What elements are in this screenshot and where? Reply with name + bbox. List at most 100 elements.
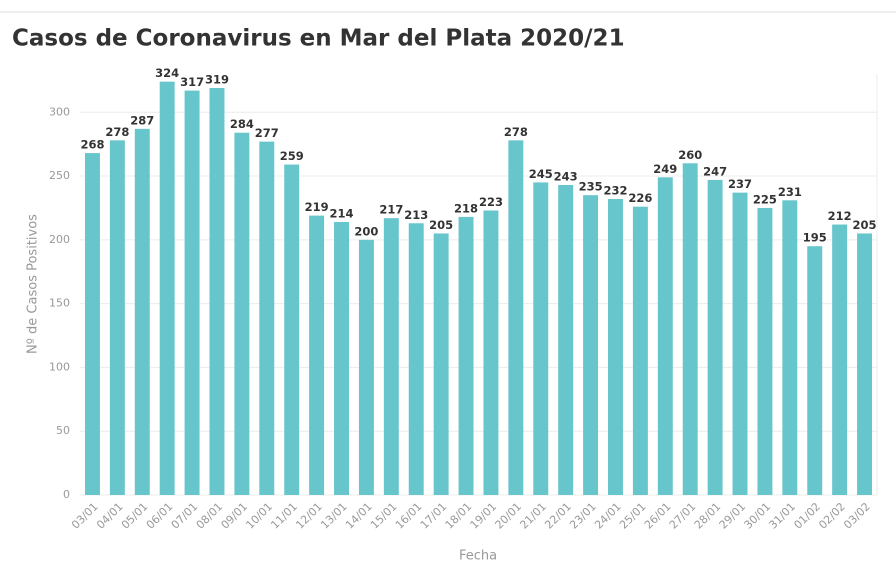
value-label: 243 xyxy=(554,169,578,183)
value-label: 214 xyxy=(330,206,354,220)
value-label: 235 xyxy=(579,180,603,194)
x-tick-label: 04/01 xyxy=(94,500,126,532)
bar xyxy=(134,128,150,495)
x-tick-label: 28/01 xyxy=(692,500,724,532)
bar xyxy=(732,192,748,496)
bar xyxy=(383,218,399,496)
x-tick-label: 27/01 xyxy=(667,500,699,532)
y-tick-label: 300 xyxy=(49,105,70,118)
x-tick-label: 29/01 xyxy=(717,500,749,532)
x-tick-label: 25/01 xyxy=(617,500,649,532)
x-axis-title: Fecha xyxy=(459,549,497,564)
value-label: 212 xyxy=(828,209,852,223)
value-label: 232 xyxy=(603,184,627,198)
bar xyxy=(184,90,200,496)
x-tick-label: 03/02 xyxy=(841,500,873,532)
y-tick-label: 150 xyxy=(49,297,70,310)
bar xyxy=(682,163,698,495)
x-tick-label: 16/01 xyxy=(393,500,425,532)
value-label: 245 xyxy=(529,167,553,181)
y-axis-title: Nº de Casos Positivos xyxy=(26,214,41,354)
bar xyxy=(757,207,773,496)
y-tick-label: 100 xyxy=(49,360,70,373)
bar xyxy=(433,233,449,495)
bar xyxy=(807,246,823,495)
bar xyxy=(209,88,225,496)
x-tick-label: 03/01 xyxy=(69,500,101,532)
value-label: 260 xyxy=(678,148,702,162)
value-label: 195 xyxy=(803,231,827,245)
x-tick-label: 02/02 xyxy=(816,500,848,532)
bar xyxy=(608,199,623,496)
value-label: 317 xyxy=(180,75,204,89)
x-tick-label: 06/01 xyxy=(144,500,176,532)
bar xyxy=(632,206,648,496)
value-label: 319 xyxy=(205,73,229,87)
value-label: 218 xyxy=(454,201,478,215)
value-label: 324 xyxy=(155,66,179,80)
x-tick-label: 26/01 xyxy=(642,500,674,532)
value-label: 205 xyxy=(853,218,877,232)
value-label: 278 xyxy=(504,125,528,139)
bar xyxy=(109,140,125,495)
value-label: 287 xyxy=(130,113,154,127)
x-tick-label: 07/01 xyxy=(169,500,201,532)
bar xyxy=(508,140,524,495)
bar xyxy=(234,132,250,495)
bar xyxy=(483,210,499,496)
x-tick-label: 05/01 xyxy=(119,500,151,532)
y-tick-label: 250 xyxy=(49,169,70,182)
bar xyxy=(259,141,275,495)
value-label: 237 xyxy=(728,177,752,191)
x-tick-label: 01/02 xyxy=(791,500,823,532)
value-label: 259 xyxy=(280,149,304,163)
bar xyxy=(159,81,175,496)
value-label: 284 xyxy=(230,117,254,131)
bar xyxy=(309,215,325,496)
value-label: 278 xyxy=(105,125,129,139)
value-label: 217 xyxy=(379,203,403,217)
x-tick-label: 24/01 xyxy=(592,500,624,532)
value-label: 231 xyxy=(778,185,802,199)
bar xyxy=(558,184,574,495)
y-tick-label: 50 xyxy=(56,424,70,437)
value-label: 219 xyxy=(305,200,329,214)
x-tick-label: 19/01 xyxy=(468,500,500,532)
x-tick-label: 22/01 xyxy=(542,500,574,532)
value-label: 226 xyxy=(628,191,652,205)
x-tick-label: 11/01 xyxy=(268,500,300,532)
value-label: 223 xyxy=(479,195,503,209)
y-tick-label: 200 xyxy=(49,233,70,246)
x-tick-label: 20/01 xyxy=(492,500,524,532)
bar xyxy=(284,164,300,495)
x-tick-label: 10/01 xyxy=(243,500,275,532)
bar xyxy=(782,200,798,496)
x-tick-label: 30/01 xyxy=(742,500,774,532)
value-label: 225 xyxy=(753,192,777,206)
bar xyxy=(408,223,424,495)
value-label: 249 xyxy=(653,162,677,176)
x-tick-label: 13/01 xyxy=(318,500,350,532)
value-label: 200 xyxy=(354,224,378,238)
x-tick-label: 17/01 xyxy=(418,500,450,532)
x-tick-label: 23/01 xyxy=(567,500,599,532)
bar xyxy=(458,216,474,496)
value-label: 247 xyxy=(703,164,727,178)
x-tick-label: 08/01 xyxy=(194,500,226,532)
x-tick-label: 18/01 xyxy=(443,500,475,532)
bar xyxy=(334,221,349,495)
x-tick-label: 21/01 xyxy=(517,500,549,532)
bar xyxy=(707,179,723,495)
y-tick-label: 0 xyxy=(63,488,70,501)
value-label: 268 xyxy=(80,138,104,152)
x-tick-label: 09/01 xyxy=(219,500,251,532)
x-tick-label: 31/01 xyxy=(766,500,798,532)
bar xyxy=(832,224,848,495)
x-tick-label: 15/01 xyxy=(368,500,400,532)
bar xyxy=(657,177,673,495)
value-label: 205 xyxy=(429,218,453,232)
value-label: 277 xyxy=(255,126,279,140)
chart-title: Casos de Coronavirus en Mar del Plata 20… xyxy=(12,26,625,52)
x-tick-label: 12/01 xyxy=(293,500,325,532)
